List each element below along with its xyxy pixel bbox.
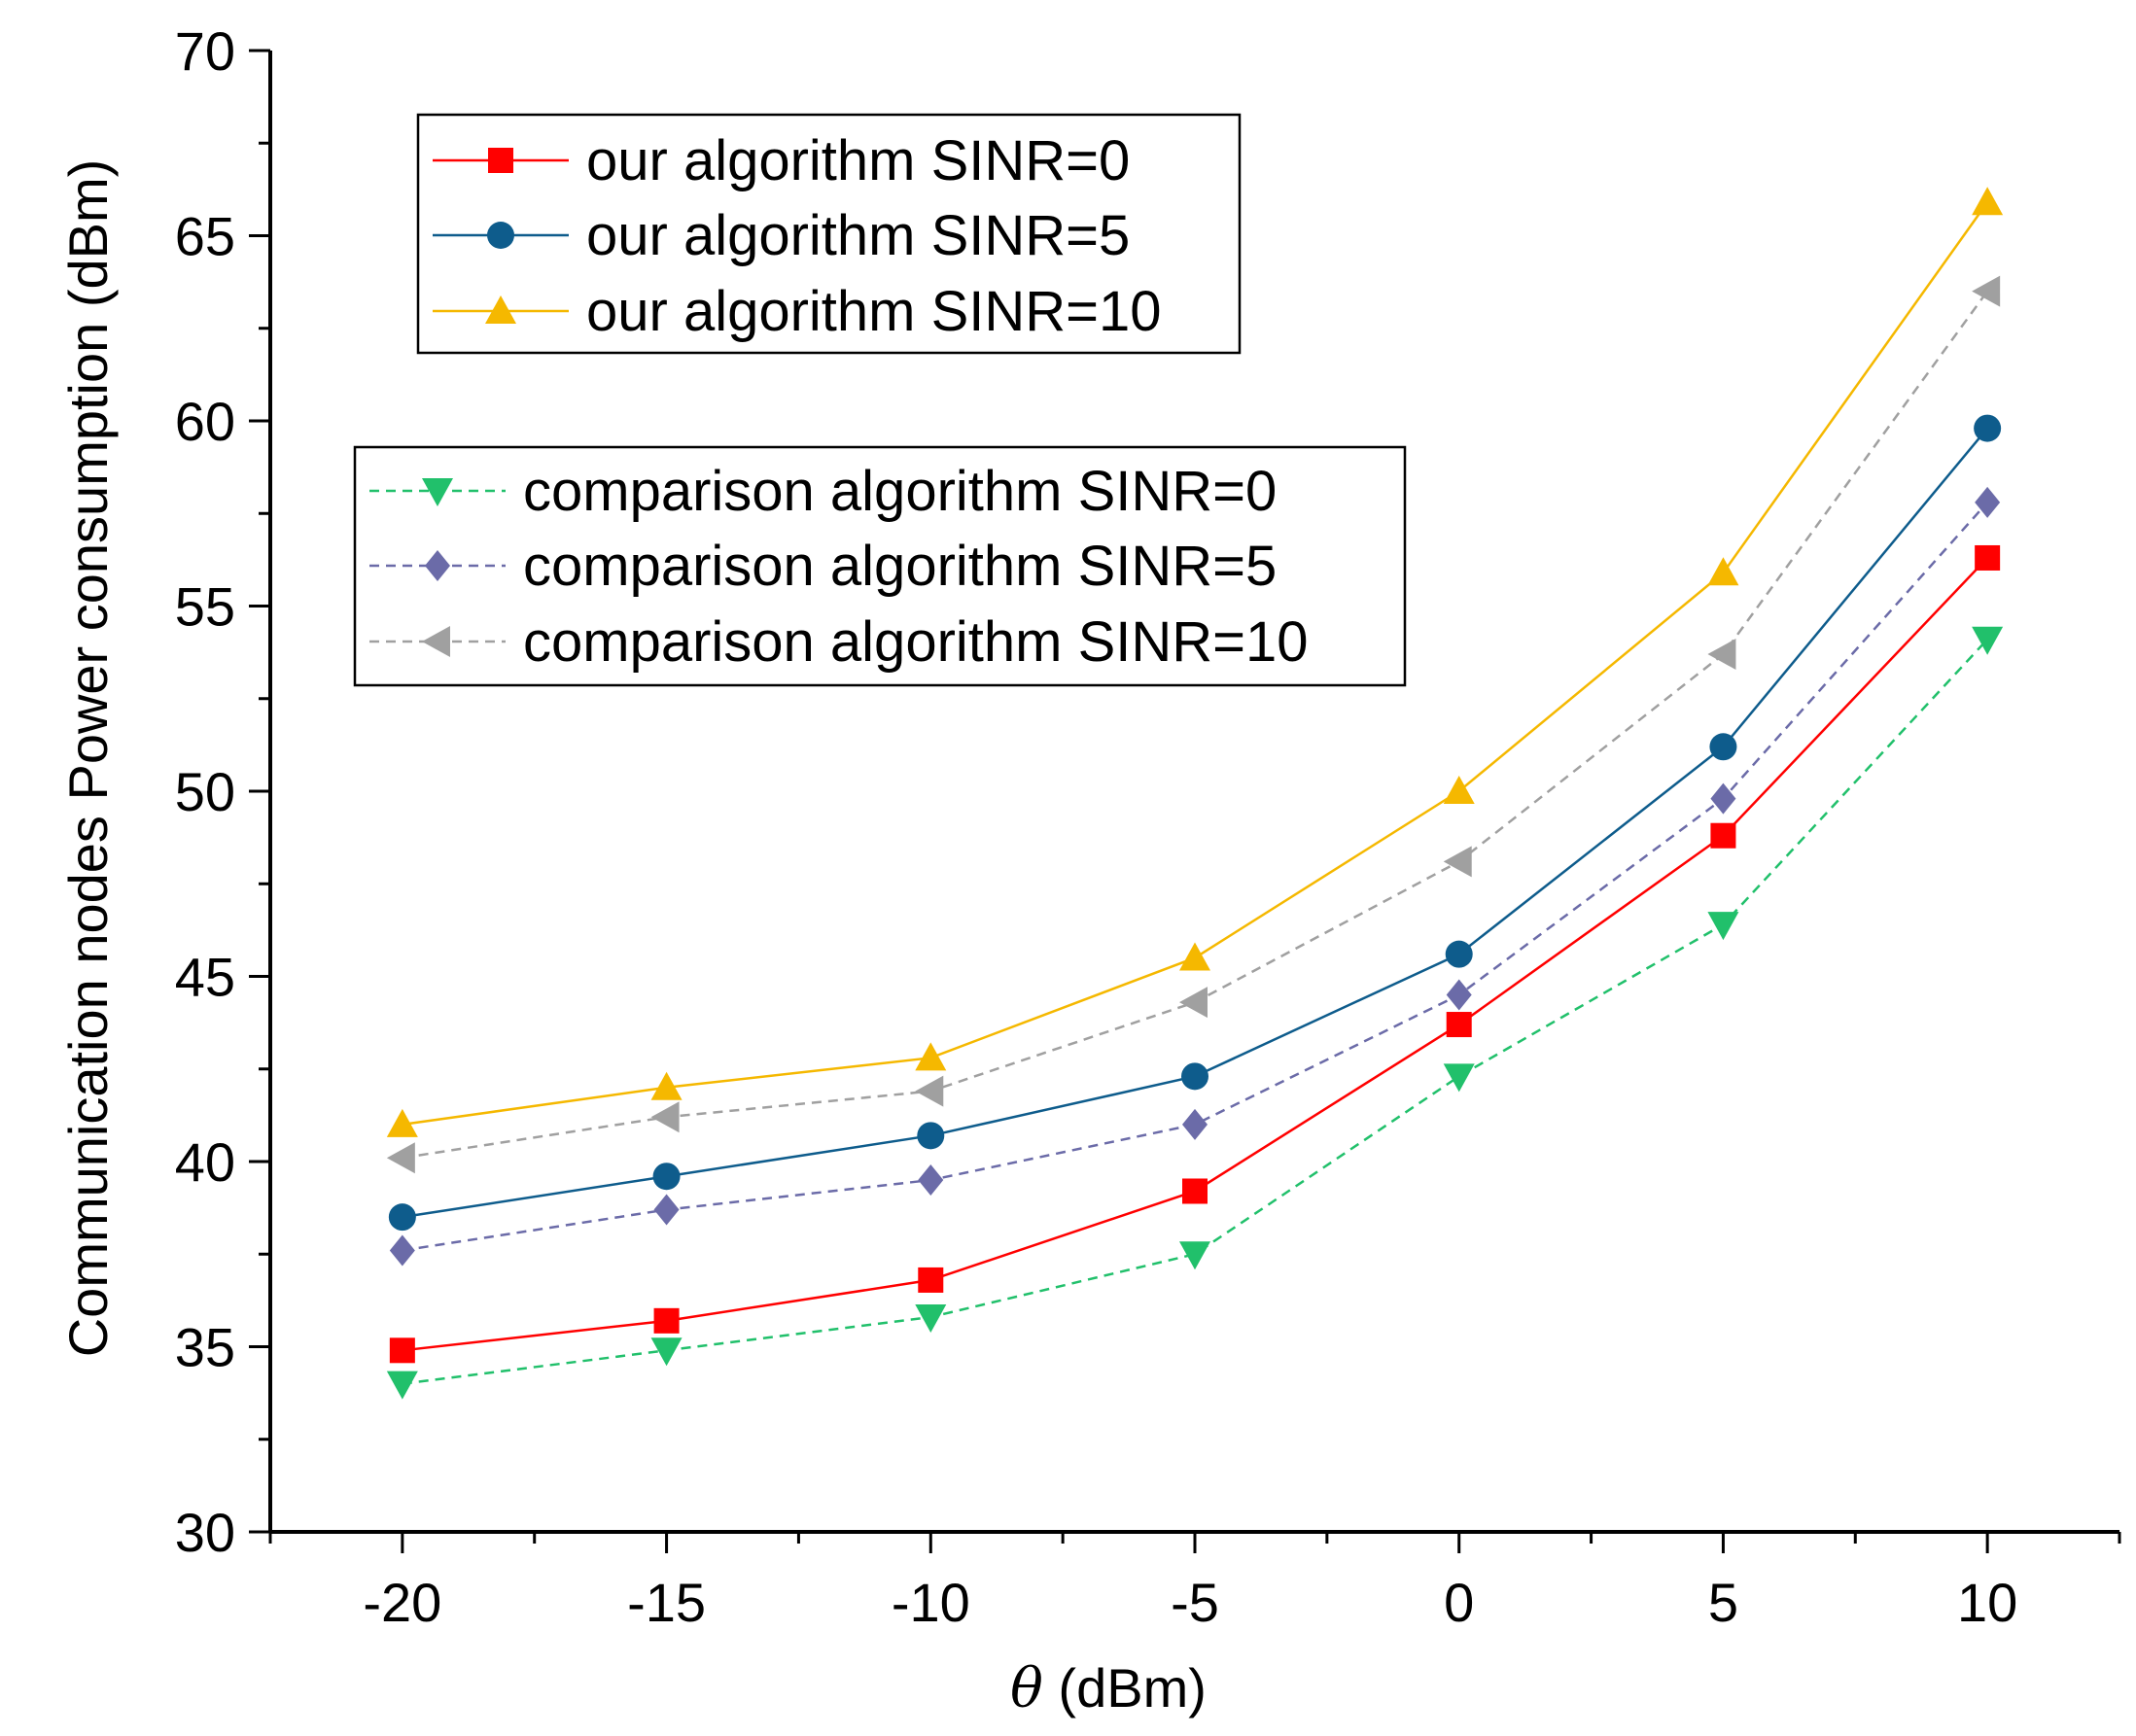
x-tick-label: -10 bbox=[892, 1572, 970, 1633]
legend-1: our algorithm SINR=0 our algorithm SINR=5… bbox=[416, 113, 1242, 355]
legend-box bbox=[353, 445, 1407, 687]
data-point bbox=[386, 1108, 418, 1137]
series-3 bbox=[386, 187, 2004, 1137]
y-tick-label: 40 bbox=[175, 1131, 235, 1193]
data-point bbox=[1446, 979, 1472, 1011]
legend-marker bbox=[488, 148, 513, 173]
legend-label: comparison algorithm SINR=5 bbox=[523, 535, 1277, 598]
x-tick-label: -20 bbox=[363, 1572, 441, 1633]
y-tick-label: 55 bbox=[175, 576, 235, 638]
legend-marker bbox=[422, 478, 453, 506]
legend-label: our algorithm SINR=5 bbox=[586, 204, 1130, 267]
data-point bbox=[1710, 822, 1736, 849]
data-point bbox=[1707, 557, 1739, 586]
x-tick-label: -5 bbox=[1171, 1572, 1219, 1633]
y-tick-label: 30 bbox=[175, 1502, 235, 1563]
data-point bbox=[1179, 942, 1210, 971]
x-tick-label: -15 bbox=[627, 1572, 706, 1633]
data-point bbox=[1974, 414, 2002, 442]
data-point bbox=[1179, 987, 1208, 1019]
data-point bbox=[1443, 846, 1472, 878]
data-point bbox=[1975, 486, 2001, 518]
data-point bbox=[1972, 187, 2004, 216]
data-point bbox=[1179, 1241, 1210, 1270]
data-point bbox=[1182, 1108, 1208, 1140]
data-point bbox=[915, 1042, 947, 1071]
data-point bbox=[388, 1203, 416, 1232]
legend-label: our algorithm SINR=10 bbox=[586, 280, 1162, 343]
data-point bbox=[1443, 776, 1475, 804]
data-point bbox=[918, 1164, 944, 1197]
x-axis-unit: (dBm) bbox=[1043, 1657, 1207, 1719]
series-line bbox=[402, 638, 1989, 1385]
legend-marker bbox=[487, 222, 514, 249]
x-axis-symbol: θ bbox=[1010, 1657, 1043, 1720]
data-point bbox=[1182, 1178, 1208, 1204]
data-point bbox=[1707, 639, 1736, 671]
data-point bbox=[652, 1163, 681, 1191]
y-tick-label: 35 bbox=[175, 1317, 235, 1378]
data-point bbox=[386, 1371, 418, 1400]
x-axis: -20 -15 -10 -5 0 5 10 bbox=[268, 1532, 2121, 1633]
data-point bbox=[1181, 1062, 1208, 1091]
data-point bbox=[917, 1122, 945, 1150]
data-point bbox=[1443, 1063, 1475, 1093]
y-axis-title: Communication nodes Power consumption (d… bbox=[57, 159, 119, 1358]
data-point bbox=[915, 1075, 944, 1107]
series-6 bbox=[386, 275, 2001, 1174]
data-point bbox=[650, 1101, 680, 1133]
data-point bbox=[1972, 626, 2004, 655]
legend-marker bbox=[485, 295, 516, 324]
y-tick-label: 65 bbox=[175, 206, 235, 267]
legend-marker bbox=[422, 626, 450, 657]
data-point bbox=[1972, 275, 2001, 307]
data-point bbox=[389, 1234, 415, 1267]
y-tick-label: 60 bbox=[175, 391, 235, 452]
series-2 bbox=[388, 414, 2002, 1232]
data-point bbox=[915, 1304, 947, 1334]
data-point bbox=[1709, 733, 1737, 761]
data-point bbox=[389, 1337, 415, 1364]
series-layer bbox=[386, 187, 2004, 1400]
data-point bbox=[653, 1307, 680, 1334]
data-point bbox=[1707, 912, 1739, 941]
legend-2: comparison algorithm SINR=0 comparison al… bbox=[353, 445, 1407, 687]
legend-marker bbox=[425, 550, 450, 581]
data-point bbox=[386, 1142, 415, 1174]
legend-layer: our algorithm SINR=0 our algorithm SINR=5… bbox=[353, 113, 1407, 687]
data-point bbox=[1446, 1012, 1472, 1038]
data-point bbox=[1710, 782, 1736, 815]
legend-label: comparison algorithm SINR=10 bbox=[523, 610, 1309, 674]
legend-label: comparison algorithm SINR=0 bbox=[523, 460, 1277, 523]
data-point bbox=[650, 1337, 683, 1367]
x-axis-title: θ (dBm) bbox=[1010, 1657, 1207, 1720]
series-1 bbox=[389, 544, 2001, 1364]
data-point bbox=[1445, 940, 1473, 968]
data-point bbox=[918, 1267, 944, 1293]
legend-box bbox=[416, 113, 1242, 355]
y-tick-label: 70 bbox=[175, 20, 235, 82]
series-line bbox=[402, 290, 1989, 1160]
data-point bbox=[1975, 544, 2001, 571]
x-tick-label: 10 bbox=[1957, 1572, 2017, 1633]
data-point bbox=[653, 1194, 680, 1226]
x-tick-label: 5 bbox=[1708, 1572, 1738, 1633]
y-axis: 30 35 40 45 50 55 60 65 70 bbox=[175, 20, 270, 1563]
y-tick-label: 45 bbox=[175, 947, 235, 1008]
y-tick-label: 50 bbox=[175, 761, 235, 822]
series-4 bbox=[386, 626, 2004, 1400]
legend-label: our algorithm SINR=0 bbox=[586, 129, 1130, 192]
x-tick-label: 0 bbox=[1444, 1572, 1474, 1633]
series-5 bbox=[389, 486, 2001, 1267]
data-point bbox=[650, 1071, 683, 1100]
